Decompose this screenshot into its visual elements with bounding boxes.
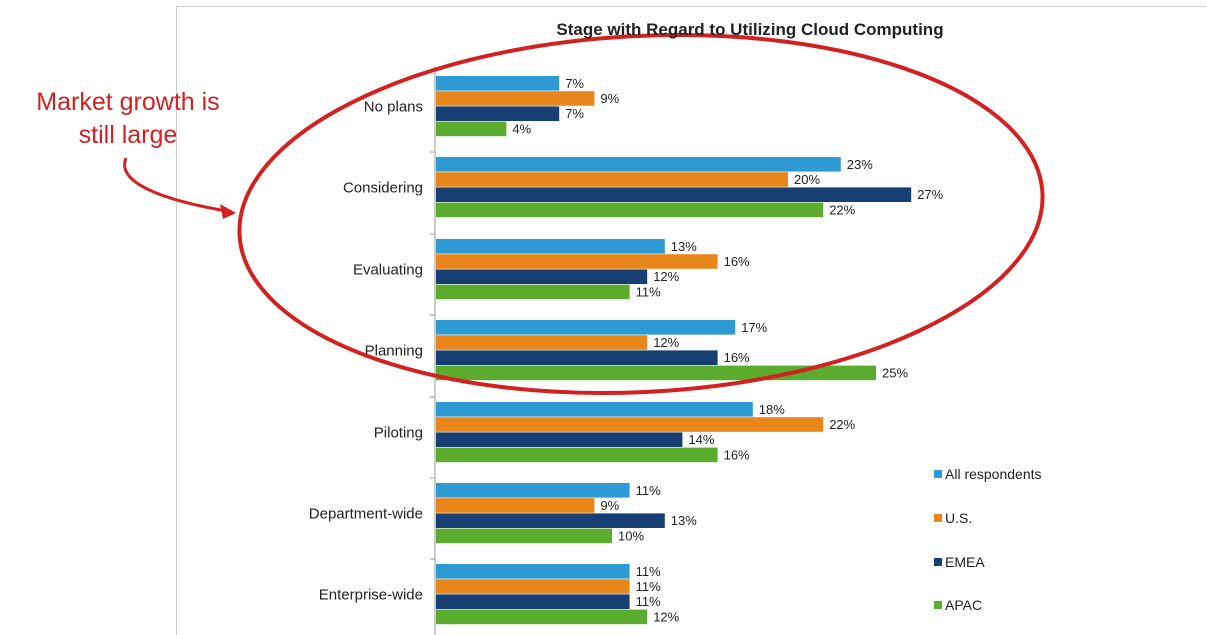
data-label-enterprise-wide-u-s: 11% <box>636 579 661 594</box>
data-label-considering-all-respondents: 23% <box>847 157 873 172</box>
legend-item-all-respondents: All respondents <box>934 466 1042 482</box>
bar-planning-u-s <box>436 335 648 350</box>
data-label-considering-apac: 22% <box>829 202 855 217</box>
overlay-layer <box>123 33 1045 395</box>
data-label-piloting-all-respondents: 18% <box>759 402 785 417</box>
labels-layer: 7%9%7%4%23%20%27%22%13%16%12%11%17%12%16… <box>512 76 943 625</box>
data-label-enterprise-wide-all-respondents: 11% <box>636 564 661 579</box>
data-label-no-plans-apac: 4% <box>512 121 531 136</box>
data-label-department-wide-emea: 13% <box>671 513 697 528</box>
bar-considering-all-respondents <box>436 157 841 172</box>
data-label-department-wide-all-respondents: 11% <box>636 483 661 498</box>
category-label-considering: Considering <box>343 179 423 196</box>
category-label-planning: Planning <box>365 342 423 359</box>
bar-considering-apac <box>436 202 824 218</box>
bar-piloting-all-respondents <box>436 402 753 417</box>
data-label-enterprise-wide-apac: 12% <box>653 609 679 624</box>
data-label-department-wide-u-s: 9% <box>600 498 619 513</box>
data-label-planning-all-respondents: 17% <box>741 320 767 335</box>
category-label-department-wide: Department-wide <box>309 505 423 522</box>
data-label-considering-u-s: 20% <box>794 172 820 187</box>
legend-item-apac: APAC <box>934 597 982 613</box>
legend-item-us: U.S. <box>934 510 972 526</box>
category-label-evaluating: Evaluating <box>353 261 423 278</box>
bar-department-wide-emea <box>436 513 665 528</box>
bar-no-plans-all-respondents <box>436 76 560 91</box>
bar-department-wide-apac <box>436 528 612 544</box>
legend-item-emea: EMEA <box>934 554 985 570</box>
legend-swatch-all-respondents <box>934 470 942 478</box>
data-label-enterprise-wide-emea: 11% <box>636 594 661 609</box>
legend-swatch-apac <box>934 601 942 609</box>
data-label-department-wide-apac: 10% <box>618 528 644 543</box>
bar-enterprise-wide-all-respondents <box>436 564 630 579</box>
bar-enterprise-wide-u-s <box>436 579 630 594</box>
legend-label-apac: APAC <box>945 597 983 613</box>
data-label-evaluating-emea: 12% <box>653 269 679 284</box>
data-label-piloting-u-s: 22% <box>829 417 855 432</box>
annotation-line-1: Market growth is <box>36 88 220 116</box>
bar-evaluating-emea <box>436 269 648 284</box>
bar-no-plans-emea <box>436 106 560 121</box>
data-label-piloting-emea: 14% <box>688 432 714 447</box>
category-label-enterprise-wide: Enterprise-wide <box>319 586 423 603</box>
legend-swatch-emea <box>934 558 942 566</box>
bar-planning-emea <box>436 350 718 365</box>
bar-department-wide-u-s <box>436 498 595 513</box>
bar-considering-emea <box>436 187 912 202</box>
bar-no-plans-u-s <box>436 91 595 106</box>
bar-evaluating-all-respondents <box>436 239 665 254</box>
data-label-evaluating-all-respondents: 13% <box>671 239 697 254</box>
bars-layer <box>436 76 912 625</box>
data-label-no-plans-u-s: 9% <box>600 91 619 106</box>
bar-enterprise-wide-apac <box>436 609 648 625</box>
ticks-layer: No plans Considering Evaluating Planning Pil… <box>309 70 435 603</box>
data-label-no-plans-emea: 7% <box>565 106 584 121</box>
bar-planning-all-respondents <box>436 320 736 335</box>
chart-frame <box>176 6 1206 635</box>
bar-piloting-apac <box>436 447 718 463</box>
bar-evaluating-apac <box>436 284 630 300</box>
bar-department-wide-all-respondents <box>436 483 630 498</box>
data-label-considering-emea: 27% <box>917 187 943 202</box>
annotation-arrowhead <box>220 204 236 219</box>
bar-considering-u-s <box>436 172 788 187</box>
bar-piloting-u-s <box>436 417 824 432</box>
category-label-piloting: Piloting <box>374 424 423 441</box>
bar-no-plans-apac <box>436 121 507 137</box>
data-label-planning-emea: 16% <box>724 350 750 365</box>
bar-evaluating-u-s <box>436 254 718 269</box>
data-label-evaluating-apac: 11% <box>636 284 661 299</box>
legend-label-us: U.S. <box>945 510 973 526</box>
data-label-no-plans-all-respondents: 7% <box>565 76 584 91</box>
category-label-no-plans: No plans <box>364 98 423 115</box>
highlight-ellipse <box>237 33 1045 395</box>
annotation-line-2: still large <box>78 121 178 149</box>
annotation-text: Market growth is still large <box>8 86 248 152</box>
legend-label-emea: EMEA <box>945 554 985 570</box>
data-label-planning-apac: 25% <box>882 365 908 380</box>
data-label-evaluating-u-s: 16% <box>724 254 750 269</box>
data-label-piloting-apac: 16% <box>724 447 750 462</box>
bar-piloting-emea <box>436 432 683 447</box>
bar-enterprise-wide-emea <box>436 594 630 609</box>
data-label-planning-u-s: 12% <box>653 335 679 350</box>
legend-swatch-us <box>934 514 942 522</box>
annotation-arrow <box>123 157 233 214</box>
legend-label-all-respondents: All respondents <box>945 466 1042 482</box>
chart-title: Stage with Regard to Utilizing Cloud Com… <box>556 20 944 39</box>
